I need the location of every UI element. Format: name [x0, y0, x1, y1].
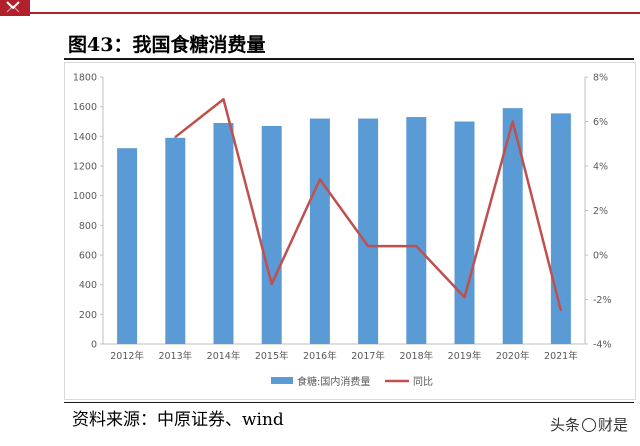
chart-frame: 0 200 400 600 800 1000 1200 1400 1600 1800 -4% -2% 0…: [64, 62, 636, 400]
y-right-tick-label: 8%: [593, 73, 608, 84]
y-left-tick-label: 200: [79, 310, 97, 321]
title-rule: [64, 58, 634, 60]
yoy-point: [270, 283, 273, 285]
figure-title: 图43：我国食糖消费量: [68, 34, 266, 56]
bar: [406, 117, 427, 344]
brand-logo-icon: [6, 1, 20, 13]
y-right-tick-label: 6%: [593, 117, 608, 128]
y-left-tick-label: 1800: [73, 73, 97, 84]
legend-bar-swatch: [271, 377, 293, 384]
x-tick-label: 2014年: [207, 350, 241, 362]
at-icon: [581, 417, 596, 432]
yoy-point: [415, 245, 418, 247]
y-right-tick-label: 2%: [593, 206, 608, 217]
footer-rule: [64, 402, 634, 403]
bar: [358, 118, 379, 345]
x-tick-label: 2018年: [399, 350, 433, 362]
sugar-consumption-chart: 0 200 400 600 800 1000 1200 1400 1600 1800 -4% -2% 0…: [73, 73, 612, 389]
source-note: 资料来源：中原证券、wind: [72, 410, 284, 430]
y-right-tick-label: 0%: [593, 251, 608, 262]
y-left-tick-label: 800: [79, 221, 97, 232]
bar: [454, 121, 475, 344]
x-tick-label: 2012年: [110, 350, 144, 362]
y-right-tick-label: -2%: [593, 295, 612, 306]
yoy-point: [367, 245, 369, 247]
yoy-point: [511, 120, 514, 123]
yoy-point: [463, 296, 466, 299]
watermark-left: 头条: [549, 416, 580, 434]
y-right-tick-label: 4%: [593, 162, 608, 173]
bar: [165, 137, 186, 344]
x-tick-label: 2020年: [496, 350, 530, 362]
watermark: 头条 财是: [550, 414, 628, 435]
x-tick-label: 2021年: [544, 350, 578, 362]
y-left-tick-label: 0: [91, 340, 97, 351]
bar: [502, 108, 523, 345]
y-left-tick-label: 1600: [73, 102, 97, 113]
y-left-tick-label: 400: [79, 280, 97, 291]
y-left-tick-label: 1200: [73, 162, 97, 173]
yoy-point: [319, 178, 321, 181]
x-tick-label: 2017年: [351, 350, 385, 362]
x-tick-label: 2013年: [158, 350, 192, 362]
y-left-tick-label: 1000: [73, 191, 97, 202]
yoy-point: [222, 98, 225, 101]
bar: [309, 118, 330, 345]
top-banner: [0, 0, 640, 16]
legend-bar-label: 食糖:国内消费量: [297, 375, 370, 388]
legend-line-label: 同比: [413, 376, 433, 388]
bar: [213, 122, 234, 344]
watermark-right: 财是: [597, 416, 628, 434]
x-tick-label: 2015年: [255, 350, 289, 362]
y-right-tick-label: -4%: [593, 340, 612, 351]
y-left-tick-label: 600: [79, 251, 97, 262]
y-left-tick-label: 1400: [73, 132, 97, 143]
bar: [261, 125, 282, 344]
yoy-point: [560, 309, 562, 312]
x-tick-label: 2019年: [448, 350, 482, 362]
yoy-point: [174, 136, 177, 138]
brand-block: [0, 0, 30, 16]
x-tick-label: 2016年: [303, 350, 337, 362]
header-rule: [30, 12, 640, 14]
bar: [117, 148, 138, 344]
